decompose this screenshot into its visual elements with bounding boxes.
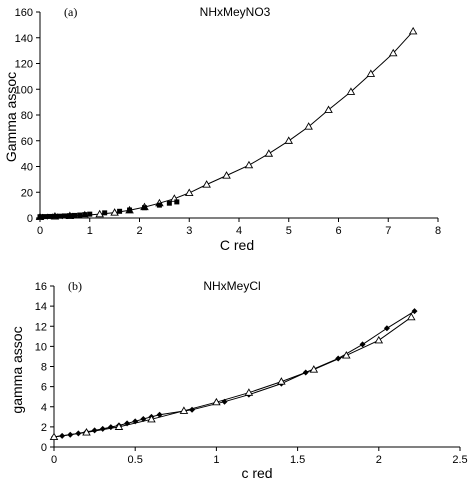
series-b-0 [51,308,418,440]
data-point [244,388,254,396]
data-point [174,199,180,205]
panel-b-ylabel: gamma assoc [9,326,25,413]
data-point [110,208,119,216]
data-point [102,210,108,216]
data-point [77,212,83,218]
data-point [304,122,313,130]
y-tick-label: 40 [21,162,33,174]
data-point [127,207,133,213]
panel-a-xlabel: C red [220,237,254,253]
plot-area-a: 0 20 40 60 80 100 120 140 160 0 1 2 3 4 5 6 7 8 [15,7,441,237]
x-tick-label: 3 [186,225,192,237]
data-point [222,171,231,179]
y-tick-label: 120 [15,59,33,71]
x-tick-label: 2 [136,225,142,237]
series-line [53,316,412,438]
data-point [156,202,162,208]
panel-b-xlabel: c red [241,465,272,481]
series-a-0 [35,26,418,221]
data-point [49,432,59,441]
panel-b-title: NHxMeyCl [203,279,260,293]
x-tick-label: 6 [335,225,341,237]
y-tick-label: 60 [21,136,33,148]
data-point [39,213,46,220]
data-point [114,422,124,430]
y-tick-label: 16 [35,281,47,293]
data-point [87,211,93,217]
data-point [383,325,390,332]
data-point [82,212,88,218]
x-tick-label: 1 [87,225,93,237]
data-point [166,200,172,206]
series-line [53,310,415,438]
x-tick-label: 1.5 [290,454,305,466]
y-tick-label: 2 [41,422,47,434]
data-point [212,397,221,406]
data-point [408,26,418,35]
y-tick-label: 0 [27,213,33,225]
data-point [324,105,333,113]
series-b-1 [49,312,416,441]
y-tick-label: 4 [41,402,47,414]
x-tick-label: 2.5 [452,454,467,466]
data-point [407,312,416,321]
y-tick-label: 6 [41,382,47,394]
y-tick-label: 80 [21,110,33,122]
data-point [309,365,319,373]
data-point [44,213,51,220]
data-point [69,212,76,219]
series-a-2 [39,212,76,220]
data-point [202,180,211,188]
x-tick-label: 1 [213,454,219,466]
data-point [179,406,189,414]
y-tick-label: 12 [35,321,47,333]
panel-a-title: NHxMeyNO3 [200,5,271,19]
data-point [107,424,114,431]
panel-b-label: (b) [68,279,82,293]
data-point [117,208,123,214]
y-tick-label: 10 [35,341,47,353]
y-tick-label: 160 [15,7,33,19]
plot-area-b: 0 2 4 6 8 10 12 14 16 0 0.5 1 1.5 2 2.5 [35,281,468,466]
panel-a-ylabel: Gamma assoc [3,72,19,162]
data-point [54,213,61,220]
data-point [49,213,56,220]
data-point [141,205,147,211]
data-point [184,188,194,196]
x-tick-label: 4 [236,225,242,237]
data-point [82,428,91,436]
y-tick-label: 20 [21,187,33,199]
data-point [91,427,98,434]
data-point [374,335,384,344]
x-tick-label: 8 [435,225,441,237]
data-point [244,160,254,169]
data-point [359,341,366,348]
data-point [346,87,356,95]
data-point [277,377,286,385]
series-line [39,30,414,218]
x-tick-label: 7 [385,225,391,237]
data-point [95,209,104,218]
x-tick-label: 0 [37,225,43,237]
data-point [388,48,398,57]
data-point [59,213,66,220]
data-point [264,149,274,157]
y-tick-label: 140 [15,33,33,45]
y-tick-label: 0 [41,442,47,454]
x-tick-label: 0.5 [128,454,143,466]
data-point [366,69,376,77]
y-tick-label: 8 [41,362,47,374]
y-tick-label: 100 [15,84,33,96]
y-tick-label: 14 [35,301,47,313]
panel-a-label: (a) [64,5,77,19]
data-point [64,213,71,220]
data-point [342,351,351,359]
data-point [411,308,418,315]
x-tick-label: 5 [286,225,292,237]
x-tick-label: 0 [51,454,57,466]
data-point [147,414,156,423]
x-tick-label: 2 [376,454,382,466]
data-point [284,136,294,144]
